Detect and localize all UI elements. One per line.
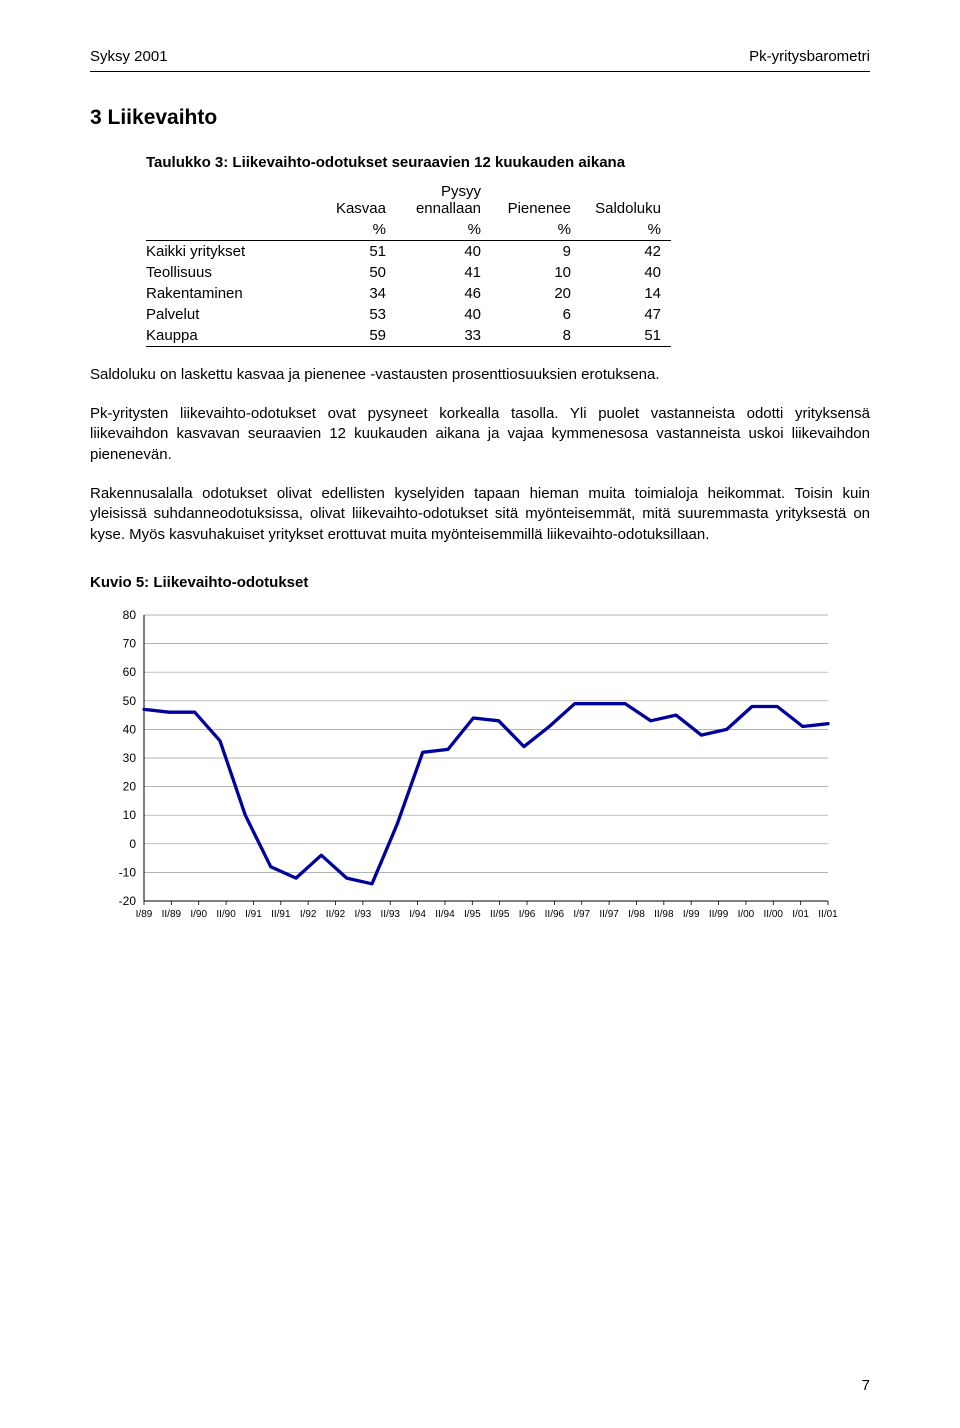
svg-text:20: 20: [123, 779, 137, 793]
table-row: Palvelut 53 40 6 47: [146, 304, 671, 325]
svg-text:I/01: I/01: [792, 909, 809, 920]
chart-caption: Kuvio 5: Liikevaihto-odotukset: [90, 574, 870, 591]
section-title: 3 Liikevaihto: [90, 106, 870, 130]
svg-text:70: 70: [123, 636, 137, 650]
svg-text:I/95: I/95: [464, 909, 481, 920]
svg-text:II/98: II/98: [654, 909, 674, 920]
page-number: 7: [862, 1377, 870, 1394]
table-head-blank: [146, 219, 316, 241]
svg-text:50: 50: [123, 694, 137, 708]
table-head-pct: %: [491, 219, 581, 241]
svg-text:0: 0: [129, 837, 136, 851]
svg-text:II/95: II/95: [490, 909, 510, 920]
table-cell: 41: [396, 262, 491, 283]
table-head-row: Kasvaa Pysyy ennallaan Pienenee Saldoluk…: [146, 181, 671, 219]
header-left: Syksy 2001: [90, 48, 168, 65]
svg-text:30: 30: [123, 751, 137, 765]
table-row-label: Kauppa: [146, 325, 316, 347]
table-row: Kaikki yritykset 51 40 9 42: [146, 241, 671, 263]
table-row: Kauppa 59 33 8 51: [146, 325, 671, 347]
svg-text:I/98: I/98: [628, 909, 645, 920]
svg-text:I/94: I/94: [409, 909, 426, 920]
table-head-pct: %: [581, 219, 671, 241]
header-rule: [90, 71, 870, 72]
table-row-label: Palvelut: [146, 304, 316, 325]
table-head-pct: %: [316, 219, 396, 241]
liikevaihto-chart: -20 -10 0 10 20 30 40 50 60 70 80 I/89 II/89 I/90 II/9…: [100, 605, 840, 935]
svg-text:-20: -20: [119, 894, 137, 908]
table-row-label: Rakentaminen: [146, 283, 316, 304]
table-cell: 9: [491, 241, 581, 263]
body-paragraph: Saldoluku on laskettu kasvaa ja pienenee…: [90, 365, 870, 386]
table-cell: 20: [491, 283, 581, 304]
table-cell: 53: [316, 304, 396, 325]
table-body: Kaikki yritykset 51 40 9 42 Teollisuus 5…: [146, 241, 671, 347]
svg-text:I/96: I/96: [519, 909, 536, 920]
table-cell: 51: [581, 325, 671, 347]
data-table: Kasvaa Pysyy ennallaan Pienenee Saldoluk…: [146, 181, 671, 347]
table-head-col: Saldoluku: [581, 181, 671, 219]
svg-text:10: 10: [123, 808, 137, 822]
svg-text:II/92: II/92: [326, 909, 346, 920]
body-paragraph: Pk-yritysten liikevaihto-odotukset ovat …: [90, 404, 870, 466]
svg-text:II/00: II/00: [764, 909, 784, 920]
table-cell: 47: [581, 304, 671, 325]
table-head-col: Pysyy ennallaan: [396, 181, 491, 219]
svg-text:II/97: II/97: [599, 909, 619, 920]
table-cell: 33: [396, 325, 491, 347]
table-cell: 10: [491, 262, 581, 283]
table-cell: 51: [316, 241, 396, 263]
svg-text:I/97: I/97: [573, 909, 590, 920]
header-right: Pk-yritysbarometri: [749, 48, 870, 65]
table-row-label: Kaikki yritykset: [146, 241, 316, 263]
svg-text:II/89: II/89: [162, 909, 182, 920]
svg-text:80: 80: [123, 608, 137, 622]
svg-text:II/93: II/93: [381, 909, 401, 920]
svg-text:40: 40: [123, 722, 137, 736]
table-row: Teollisuus 50 41 10 40: [146, 262, 671, 283]
table-head-pct: %: [396, 219, 491, 241]
svg-text:II/91: II/91: [271, 909, 291, 920]
table-cell: 40: [581, 262, 671, 283]
svg-text:I/92: I/92: [300, 909, 317, 920]
table-cell: 34: [316, 283, 396, 304]
table-cell: 8: [491, 325, 581, 347]
table-cell: 59: [316, 325, 396, 347]
table-cell: 50: [316, 262, 396, 283]
table-cell: 42: [581, 241, 671, 263]
table-head-pct-row: % % % %: [146, 219, 671, 241]
table-head-col: Pienenee: [491, 181, 581, 219]
svg-text:I/00: I/00: [738, 909, 755, 920]
body-paragraph: Rakennusalalla odotukset olivat edellist…: [90, 484, 870, 546]
table-head-blank: [146, 181, 316, 219]
svg-text:I/99: I/99: [683, 909, 700, 920]
table-cell: 46: [396, 283, 491, 304]
table-row-label: Teollisuus: [146, 262, 316, 283]
svg-text:I/93: I/93: [355, 909, 372, 920]
svg-text:II/96: II/96: [545, 909, 565, 920]
table-cell: 6: [491, 304, 581, 325]
svg-text:II/99: II/99: [709, 909, 729, 920]
svg-text:-10: -10: [119, 865, 137, 879]
svg-text:I/91: I/91: [245, 909, 262, 920]
table-cell: 40: [396, 241, 491, 263]
table-row: Rakentaminen 34 46 20 14: [146, 283, 671, 304]
svg-text:II/94: II/94: [435, 909, 455, 920]
svg-text:I/89: I/89: [136, 909, 153, 920]
table-caption: Taulukko 3: Liikevaihto-odotukset seuraa…: [146, 154, 870, 171]
table-head-col: Kasvaa: [316, 181, 396, 219]
table-cell: 14: [581, 283, 671, 304]
svg-text:II/90: II/90: [216, 909, 236, 920]
table-cell: 40: [396, 304, 491, 325]
svg-text:II/01: II/01: [818, 909, 838, 920]
svg-text:60: 60: [123, 665, 137, 679]
svg-text:I/90: I/90: [190, 909, 207, 920]
